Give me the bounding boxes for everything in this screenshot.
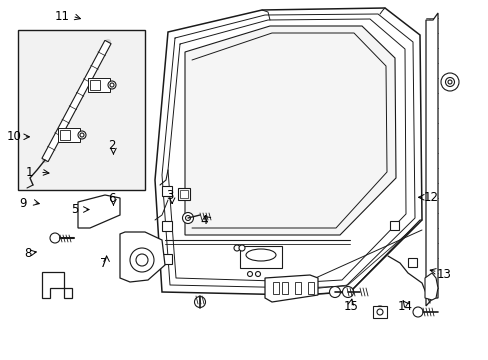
Bar [272, 282, 279, 294]
Circle shape [50, 233, 60, 243]
Circle shape [447, 80, 451, 84]
Circle shape [239, 245, 244, 251]
Circle shape [376, 309, 382, 315]
Polygon shape [78, 195, 120, 228]
Text: 10: 10 [6, 130, 21, 143]
Circle shape [255, 271, 260, 276]
Text: 2: 2 [107, 139, 115, 152]
Bar [407, 258, 416, 267]
Text: 5: 5 [70, 203, 78, 216]
Text: 12: 12 [423, 191, 438, 204]
Bar [162, 254, 172, 264]
Bar [240, 246, 282, 268]
Text: 1: 1 [25, 166, 33, 179]
Circle shape [110, 83, 114, 87]
Circle shape [234, 245, 240, 251]
Circle shape [130, 248, 154, 272]
Bar [162, 186, 172, 196]
Circle shape [329, 287, 340, 297]
Text: 4: 4 [200, 214, 208, 227]
Circle shape [108, 81, 116, 89]
Text: 9: 9 [20, 197, 27, 210]
Circle shape [182, 212, 193, 224]
Bar [294, 282, 301, 294]
Bar [58, 128, 80, 142]
Circle shape [80, 133, 84, 137]
Bar [60, 130, 70, 140]
Circle shape [342, 287, 353, 297]
Circle shape [445, 77, 453, 86]
Polygon shape [155, 8, 421, 295]
Bar [389, 221, 398, 230]
Polygon shape [42, 40, 111, 162]
Polygon shape [184, 26, 395, 235]
Text: 6: 6 [107, 192, 115, 205]
Circle shape [136, 254, 148, 266]
Bar [162, 221, 172, 231]
Text: 8: 8 [24, 247, 32, 260]
Polygon shape [264, 275, 317, 302]
Circle shape [247, 271, 252, 276]
Circle shape [412, 307, 422, 317]
Polygon shape [425, 13, 437, 306]
Text: 3: 3 [166, 189, 174, 202]
Ellipse shape [245, 249, 275, 261]
Bar [282, 282, 287, 294]
Text: 7: 7 [100, 257, 107, 270]
Circle shape [373, 306, 385, 318]
Circle shape [185, 216, 190, 220]
Circle shape [194, 297, 205, 307]
Bar [372, 306, 386, 318]
Bar [18, 30, 145, 190]
Circle shape [78, 131, 86, 139]
Text: 14: 14 [397, 300, 411, 313]
Text: 11: 11 [55, 10, 70, 23]
Bar [307, 282, 313, 294]
Bar [90, 80, 100, 90]
Text: 15: 15 [343, 300, 358, 313]
Polygon shape [42, 272, 72, 298]
Polygon shape [120, 232, 164, 282]
Bar [178, 188, 190, 200]
Circle shape [440, 73, 458, 91]
Polygon shape [424, 273, 437, 300]
Bar [180, 190, 187, 198]
Bar [88, 78, 110, 92]
Text: 13: 13 [436, 268, 450, 281]
